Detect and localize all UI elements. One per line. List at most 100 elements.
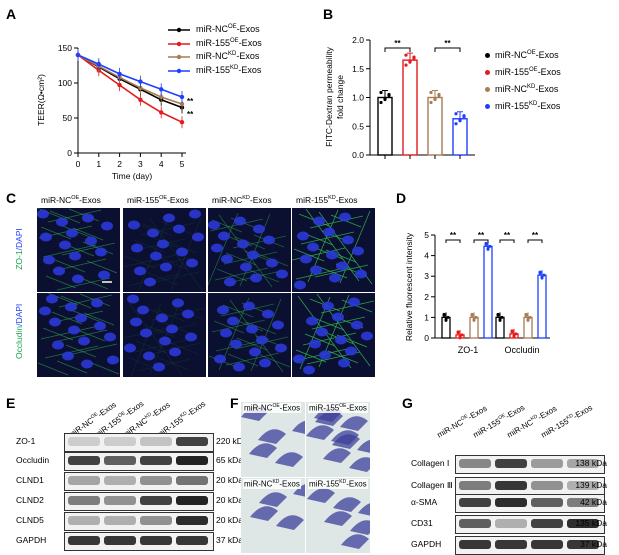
blot-band bbox=[567, 459, 599, 468]
legend-item: miR-NCKD-Exos bbox=[168, 51, 308, 63]
blot-kda-label: 20 kDa bbox=[216, 475, 243, 485]
nucleus bbox=[98, 270, 110, 280]
stain-label: miR-NCOE-Exos bbox=[243, 403, 302, 413]
group-suffix: -Exos bbox=[571, 403, 594, 422]
nucleus bbox=[66, 228, 78, 238]
blot-band bbox=[140, 476, 172, 485]
data-point bbox=[412, 55, 416, 59]
nucleus bbox=[293, 354, 305, 364]
cell-stain bbox=[275, 452, 303, 467]
blot-band bbox=[176, 437, 208, 446]
micro-image bbox=[208, 208, 291, 292]
nucleus bbox=[224, 277, 236, 287]
data-point bbox=[96, 61, 102, 67]
nucleus bbox=[249, 347, 261, 357]
blot-band bbox=[104, 536, 136, 545]
group-suffix: -Exos bbox=[535, 50, 559, 60]
group-suffix: -Exos bbox=[238, 37, 262, 48]
micro-svg bbox=[293, 293, 375, 375]
junction-stain bbox=[45, 275, 77, 289]
nucleus bbox=[220, 328, 232, 338]
blot-band bbox=[459, 459, 491, 468]
y-tick-label: 0 bbox=[67, 148, 72, 158]
legend-item: miR-NCKD-Exos bbox=[485, 84, 615, 96]
junction-stain bbox=[124, 255, 156, 269]
nucleus bbox=[82, 213, 94, 223]
data-point bbox=[442, 313, 446, 317]
nucleus bbox=[342, 235, 354, 245]
blot-band bbox=[567, 540, 599, 549]
blot-kda-label: 65 kDa bbox=[216, 455, 243, 465]
data-point bbox=[498, 318, 502, 322]
cell-stain bbox=[250, 506, 278, 521]
blot-band bbox=[140, 496, 172, 505]
y-tick-label: 0.0 bbox=[352, 150, 364, 160]
nucleus bbox=[101, 221, 113, 231]
nucleus bbox=[186, 258, 198, 268]
cell-stain bbox=[293, 484, 305, 497]
data-point bbox=[387, 92, 391, 97]
x-tick-label: 2 bbox=[117, 159, 122, 169]
junction-stain bbox=[147, 272, 179, 286]
micro-column-label: miR-155KD-Exos bbox=[296, 195, 358, 205]
panel-label-e: E bbox=[6, 395, 16, 411]
group-base: miR-NC bbox=[495, 50, 527, 60]
data-point bbox=[470, 313, 474, 317]
data-point bbox=[429, 100, 433, 105]
x-tick-label: 1 bbox=[96, 159, 101, 169]
junction-stain bbox=[137, 358, 192, 372]
legend-marker bbox=[176, 41, 182, 46]
cell-stain bbox=[350, 520, 370, 535]
marker-name: ZO-1 bbox=[14, 250, 24, 270]
x-tick-label: 3 bbox=[138, 159, 143, 169]
group-suffix: -Exos bbox=[537, 67, 561, 77]
data-point bbox=[117, 71, 122, 77]
nucleus bbox=[322, 301, 334, 311]
blot-band bbox=[68, 536, 100, 545]
stain-label: miR-155OE-Exos bbox=[308, 403, 368, 413]
y-tick-label: 1.0 bbox=[352, 93, 364, 103]
nucleus bbox=[339, 212, 351, 222]
group-base: miR-155 bbox=[309, 479, 340, 489]
group-sup: OE bbox=[71, 195, 80, 202]
junction-stain bbox=[49, 210, 81, 224]
nucleus bbox=[147, 228, 159, 238]
group-base: miR-155 bbox=[196, 37, 231, 48]
blot-band bbox=[176, 516, 208, 525]
data-point bbox=[456, 331, 460, 335]
junction-stain bbox=[309, 215, 364, 229]
legend-label: miR-NCKD-Exos bbox=[495, 84, 558, 94]
cell-stain bbox=[307, 488, 335, 503]
nucleus bbox=[335, 335, 347, 345]
data-point bbox=[159, 110, 164, 115]
y-tick-label: 50 bbox=[63, 113, 73, 123]
junction-stain bbox=[208, 212, 239, 286]
data-point bbox=[404, 53, 408, 57]
group-sup: KD bbox=[242, 195, 250, 202]
stain-svg bbox=[250, 484, 305, 530]
nucleus bbox=[221, 254, 233, 264]
data-point bbox=[444, 318, 448, 322]
data-point bbox=[538, 271, 542, 275]
nucleus bbox=[237, 239, 249, 249]
nucleus bbox=[85, 236, 97, 246]
y-tick-label: 1 bbox=[424, 312, 429, 322]
group-sup: OE bbox=[230, 37, 239, 44]
nucleus bbox=[173, 224, 185, 234]
sig-bracket bbox=[434, 47, 461, 52]
legend-label: miR-155KD-Exos bbox=[196, 65, 261, 75]
nucleus bbox=[143, 351, 155, 361]
stain-image bbox=[306, 402, 370, 477]
blot-band bbox=[459, 498, 491, 507]
y-tick-label: 0 bbox=[424, 333, 429, 343]
group-sup: OE bbox=[272, 403, 280, 409]
blot-band bbox=[104, 437, 136, 446]
blot-band bbox=[459, 481, 491, 490]
micro-column-label: miR-155OE-Exos bbox=[127, 195, 189, 205]
nucleus bbox=[107, 355, 119, 365]
legend-item: miR-155KD-Exos bbox=[168, 65, 308, 77]
cell-stain bbox=[357, 439, 370, 453]
junction-stain bbox=[56, 360, 88, 374]
legend-swatch bbox=[168, 54, 190, 60]
group-base: miR-NC bbox=[196, 24, 228, 34]
